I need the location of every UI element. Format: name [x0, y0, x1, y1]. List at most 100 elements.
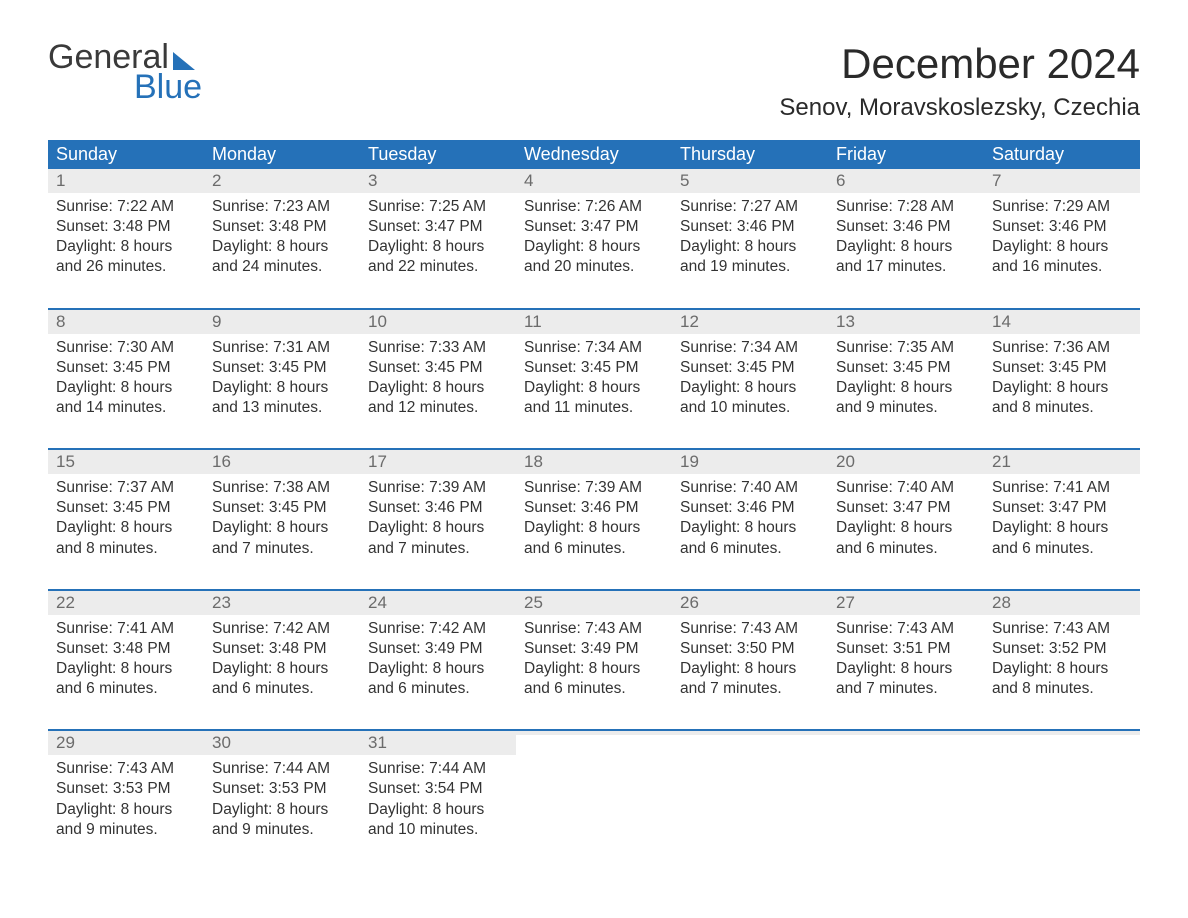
- day-number-row: 28: [984, 591, 1140, 615]
- calendar-day: 15Sunrise: 7:37 AMSunset: 3:45 PMDayligh…: [48, 450, 204, 563]
- day-sunrise: Sunrise: 7:43 AM: [836, 619, 976, 639]
- day-sunrise: Sunrise: 7:33 AM: [368, 338, 508, 358]
- calendar-day: 25Sunrise: 7:43 AMSunset: 3:49 PMDayligh…: [516, 591, 672, 704]
- day-dl2: and 7 minutes.: [836, 679, 976, 699]
- day-dl2: and 9 minutes.: [212, 820, 352, 840]
- day-sunset: Sunset: 3:53 PM: [212, 779, 352, 799]
- day-sunrise: Sunrise: 7:43 AM: [56, 759, 196, 779]
- day-body: Sunrise: 7:34 AMSunset: 3:45 PMDaylight:…: [516, 334, 672, 423]
- day-number-row: 16: [204, 450, 360, 474]
- day-dl2: and 6 minutes.: [368, 679, 508, 699]
- day-number: 31: [368, 733, 387, 752]
- day-body: Sunrise: 7:25 AMSunset: 3:47 PMDaylight:…: [360, 193, 516, 282]
- day-dl2: and 6 minutes.: [836, 539, 976, 559]
- day-sunset: Sunset: 3:51 PM: [836, 639, 976, 659]
- day-number-row: 5: [672, 169, 828, 193]
- day-body: Sunrise: 7:28 AMSunset: 3:46 PMDaylight:…: [828, 193, 984, 282]
- day-dl1: Daylight: 8 hours: [992, 237, 1132, 257]
- calendar-day: 22Sunrise: 7:41 AMSunset: 3:48 PMDayligh…: [48, 591, 204, 704]
- day-number: 19: [680, 452, 699, 471]
- day-sunset: Sunset: 3:47 PM: [992, 498, 1132, 518]
- calendar-day: 12Sunrise: 7:34 AMSunset: 3:45 PMDayligh…: [672, 310, 828, 423]
- calendar-day: 3Sunrise: 7:25 AMSunset: 3:47 PMDaylight…: [360, 169, 516, 282]
- day-sunset: Sunset: 3:49 PM: [368, 639, 508, 659]
- day-dl1: Daylight: 8 hours: [212, 378, 352, 398]
- day-number: 10: [368, 312, 387, 331]
- day-number: 12: [680, 312, 699, 331]
- calendar-day: [672, 731, 828, 844]
- day-number: 8: [56, 312, 65, 331]
- calendar: Sunday Monday Tuesday Wednesday Thursday…: [48, 140, 1140, 844]
- day-dl1: Daylight: 8 hours: [56, 800, 196, 820]
- day-sunrise: Sunrise: 7:26 AM: [524, 197, 664, 217]
- day-number-row: 23: [204, 591, 360, 615]
- calendar-day: 1Sunrise: 7:22 AMSunset: 3:48 PMDaylight…: [48, 169, 204, 282]
- logo: General Blue: [48, 40, 202, 104]
- day-body: Sunrise: 7:29 AMSunset: 3:46 PMDaylight:…: [984, 193, 1140, 282]
- day-body: Sunrise: 7:44 AMSunset: 3:54 PMDaylight:…: [360, 755, 516, 844]
- day-dl1: Daylight: 8 hours: [212, 659, 352, 679]
- calendar-day: 28 Sunrise: 7:43 AMSunset: 3:52 PMDayligh…: [984, 591, 1140, 704]
- day-number-row: [516, 731, 672, 735]
- logo-word-2: Blue: [134, 70, 202, 104]
- day-body: Sunrise: 7:43 AMSunset: 3:52 PMDaylight:…: [984, 615, 1140, 704]
- day-number: 28: [992, 593, 1011, 612]
- day-body: Sunrise: 7:27 AMSunset: 3:46 PMDaylight:…: [672, 193, 828, 282]
- day-sunrise: Sunrise: 7:29 AM: [992, 197, 1132, 217]
- day-dl1: Daylight: 8 hours: [56, 237, 196, 257]
- day-dl2: and 10 minutes.: [680, 398, 820, 418]
- day-body: Sunrise: 7:26 AMSunset: 3:47 PMDaylight:…: [516, 193, 672, 282]
- day-dl1: Daylight: 8 hours: [992, 659, 1132, 679]
- day-sunrise: Sunrise: 7:34 AM: [680, 338, 820, 358]
- day-sunset: Sunset: 3:49 PM: [524, 639, 664, 659]
- calendar-week: 22Sunrise: 7:41 AMSunset: 3:48 PMDayligh…: [48, 589, 1140, 704]
- calendar-week: 8Sunrise: 7:30 AMSunset: 3:45 PMDaylight…: [48, 308, 1140, 423]
- day-sunrise: Sunrise: 7:25 AM: [368, 197, 508, 217]
- day-dl2: and 7 minutes.: [368, 539, 508, 559]
- day-number: 15: [56, 452, 75, 471]
- calendar-day: 26Sunrise: 7:43 AMSunset: 3:50 PMDayligh…: [672, 591, 828, 704]
- day-sunset: Sunset: 3:45 PM: [56, 498, 196, 518]
- day-dl2: and 7 minutes.: [680, 679, 820, 699]
- day-dl2: and 26 minutes.: [56, 257, 196, 277]
- day-dl1: Daylight: 8 hours: [212, 518, 352, 538]
- calendar-day: 29Sunrise: 7:43 AMSunset: 3:53 PMDayligh…: [48, 731, 204, 844]
- weekday-header: Tuesday: [360, 140, 516, 169]
- calendar-week: 29 Sunrise: 7:43 AM Sunset: 3:53 PM Dayligh…: [48, 729, 1140, 844]
- day-body: Sunrise: 7:38 AMSunset: 3:45 PMDaylight:…: [204, 474, 360, 563]
- day-number-row: 24: [360, 591, 516, 615]
- calendar-day: 17Sunrise: 7:39 AMSunset: 3:46 PMDayligh…: [360, 450, 516, 563]
- day-dl1: Daylight: 8 hours: [524, 659, 664, 679]
- day-dl1: Daylight: 8 hours: [836, 518, 976, 538]
- day-sunrise: Sunrise: 7:39 AM: [368, 478, 508, 498]
- day-dl2: and 6 minutes.: [524, 679, 664, 699]
- day-sunset: Sunset: 3:52 PM: [992, 639, 1132, 659]
- weekday-header: Wednesday: [516, 140, 672, 169]
- day-dl2: and 19 minutes.: [680, 257, 820, 277]
- weekday-header: Thursday: [672, 140, 828, 169]
- day-dl1: Daylight: 8 hours: [680, 518, 820, 538]
- calendar-day: 13Sunrise: 7:35 AMSunset: 3:45 PMDayligh…: [828, 310, 984, 423]
- day-body: Sunrise: 7:22 AMSunset: 3:48 PMDaylight:…: [48, 193, 204, 282]
- calendar-day: 20Sunrise: 7:40 AMSunset: 3:47 PMDayligh…: [828, 450, 984, 563]
- day-dl2: and 8 minutes.: [56, 539, 196, 559]
- day-sunrise: Sunrise: 7:43 AM: [992, 619, 1132, 639]
- day-dl1: Daylight: 8 hours: [524, 378, 664, 398]
- day-number-row: 9: [204, 310, 360, 334]
- calendar-day: 16Sunrise: 7:38 AMSunset: 3:45 PMDayligh…: [204, 450, 360, 563]
- day-number: 24: [368, 593, 387, 612]
- day-body: Sunrise: 7:43 AMSunset: 3:50 PMDaylight:…: [672, 615, 828, 704]
- day-sunrise: Sunrise: 7:40 AM: [836, 478, 976, 498]
- location-subtitle: Senov, Moravskoslezsky, Czechia: [779, 94, 1140, 122]
- day-number-row: 3: [360, 169, 516, 193]
- day-dl2: and 16 minutes.: [992, 257, 1132, 277]
- day-dl2: and 12 minutes.: [368, 398, 508, 418]
- day-number: 29: [56, 733, 75, 752]
- day-dl2: and 13 minutes.: [212, 398, 352, 418]
- day-dl1: Daylight: 8 hours: [992, 518, 1132, 538]
- day-dl1: Daylight: 8 hours: [212, 237, 352, 257]
- weekday-header-row: Sunday Monday Tuesday Wednesday Thursday…: [48, 140, 1140, 169]
- calendar-day: [516, 731, 672, 844]
- day-number: 30: [212, 733, 231, 752]
- day-sunrise: Sunrise: 7:44 AM: [368, 759, 508, 779]
